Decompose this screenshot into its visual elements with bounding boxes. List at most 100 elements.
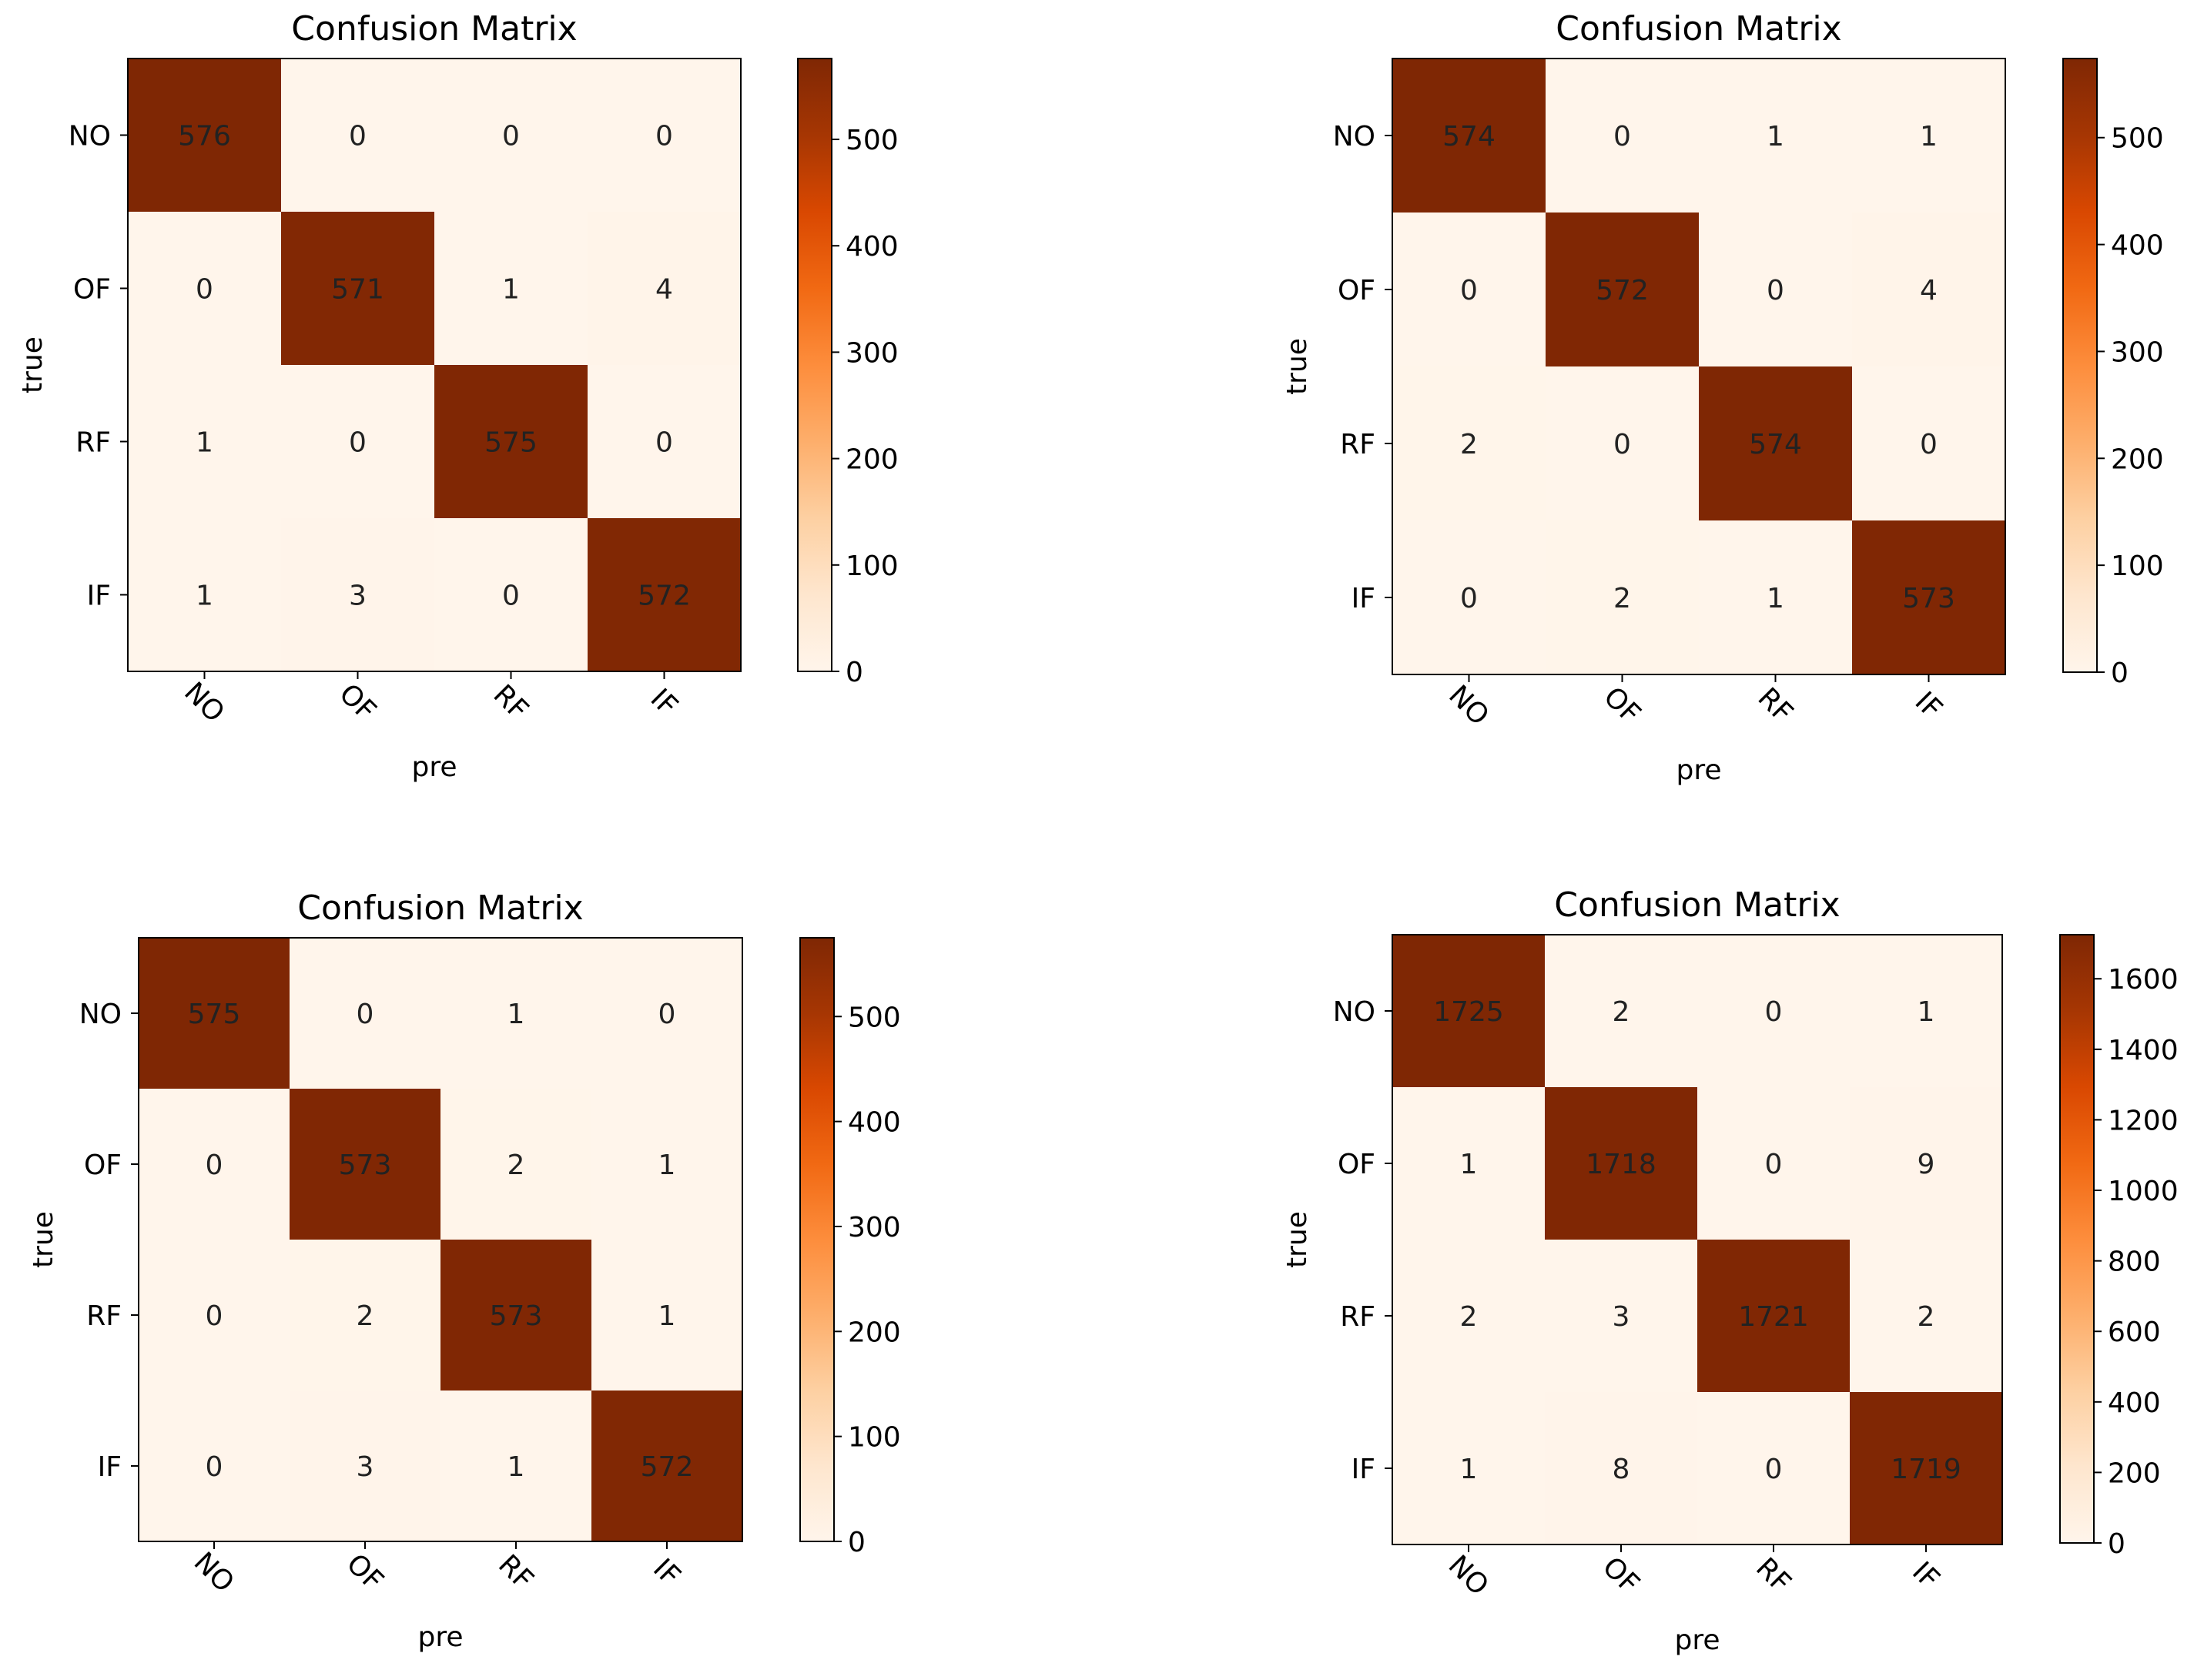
plot-frame (1392, 934, 2003, 1545)
colorbar-tick-label: 500 (2111, 123, 2164, 155)
cell-value-label: 1719 (1891, 1454, 1961, 1485)
matrix-cell (1545, 1087, 1697, 1240)
matrix-cell (1850, 1392, 2002, 1544)
matrix-cell (434, 365, 588, 518)
colorbar-frame (2062, 58, 2098, 673)
matrix-cell (1699, 366, 1852, 520)
cell-value-label: 9 (1918, 1149, 1935, 1180)
matrix-cell (290, 1240, 440, 1391)
colorbar-tick-label: 300 (846, 337, 899, 369)
cell-value-label: 0 (206, 1451, 223, 1483)
x-tick-label: RF (492, 1549, 539, 1596)
cell-value-label: 575 (188, 999, 241, 1030)
plot-frame (138, 937, 743, 1542)
cell-value-label: 0 (502, 121, 520, 152)
matrix-cell (1852, 520, 2005, 674)
cell-value-label: 1718 (1586, 1149, 1656, 1180)
cell-value-label: 1 (1767, 121, 1784, 152)
colorbar-tick-label: 400 (848, 1107, 901, 1139)
cell-value-label: 0 (196, 274, 213, 306)
matrix-cell (440, 1240, 591, 1391)
colorbar-tick-label: 1200 (2108, 1105, 2179, 1136)
cell-value-label: 1 (1920, 121, 1938, 152)
cell-value-label: 0 (1765, 996, 1783, 1028)
cell-value-label: 573 (339, 1150, 392, 1181)
cell-value-label: 0 (655, 121, 673, 152)
chart-title: Confusion Matrix (1554, 885, 1840, 925)
matrix-cell (1699, 213, 1852, 366)
y-tick-label: NO (79, 999, 122, 1030)
colorbar-gradient (2060, 935, 2094, 1543)
confusion-matrix-panel-1: Confusion Matrix 576 0 0 0 0 571 1 4 1 0 575 0 1 3 0 572… (17, 9, 899, 783)
cell-value-label: 1 (658, 1150, 676, 1181)
colorbar-tick-label: 300 (2111, 336, 2164, 368)
cell-value-label: 3 (357, 1451, 374, 1483)
matrix-cell (440, 938, 591, 1089)
y-tick-label: OF (73, 274, 111, 306)
cell-value-label: 2 (1460, 429, 1478, 460)
colorbar-tick-label: 0 (2111, 658, 2129, 689)
y-tick-label: IF (98, 1451, 122, 1483)
y-tick-label: IF (1352, 1454, 1375, 1485)
confusion-matrix-panel-2: Confusion Matrix 574 0 1 1 0 572 0 4 2 0 574 0 0 2 1 573… (1281, 9, 2164, 786)
colorbar-tick-label: 1000 (2108, 1176, 2179, 1207)
matrix-cell (1699, 59, 1852, 213)
x-tick-label: NO (188, 1546, 240, 1598)
matrix-cell (434, 59, 588, 212)
matrix-cell (588, 212, 741, 365)
matrix-cell (281, 212, 434, 365)
y-axis-label: true (1281, 1211, 1313, 1268)
cell-value-label: 4 (655, 274, 673, 306)
matrix-cell (1545, 935, 1697, 1087)
x-tick-label: RF (1751, 682, 1798, 729)
x-tick-label: RF (1750, 1552, 1797, 1599)
x-tick-label: NO (178, 676, 230, 728)
matrix-cell (434, 518, 588, 671)
cell-value-label: 574 (1442, 121, 1496, 152)
cell-value-label: 572 (1596, 275, 1649, 306)
x-tick-label: IF (647, 1553, 686, 1592)
cell-value-label: 573 (1902, 583, 1955, 614)
cell-value-label: 0 (1460, 275, 1478, 306)
plot-frame (127, 58, 742, 672)
cell-value-label: 1 (1460, 1454, 1478, 1485)
y-tick-label: OF (1338, 275, 1375, 306)
plot-frame (1392, 58, 2006, 675)
matrix-cell (1546, 59, 1699, 213)
cell-value-label: 0 (349, 427, 367, 459)
cell-value-label: 1 (507, 999, 525, 1030)
colorbar-tick-label: 0 (846, 657, 863, 688)
x-tick-label: NO (1442, 1549, 1495, 1601)
matrix-cell (1850, 935, 2002, 1087)
cell-value-label: 8 (1613, 1454, 1630, 1485)
colorbar-frame (2059, 934, 2095, 1544)
cell-value-label: 2 (357, 1300, 374, 1332)
cell-value-label: 1 (507, 1451, 525, 1483)
colorbar-tick-label: 100 (846, 551, 899, 582)
matrix-cell (1852, 59, 2005, 213)
cell-value-label: 0 (502, 581, 520, 612)
y-tick-label: IF (1352, 583, 1375, 614)
cell-value-label: 0 (658, 999, 676, 1030)
x-axis-label: pre (411, 751, 457, 783)
matrix-cell (139, 1240, 290, 1391)
matrix-cell (1850, 1087, 2002, 1240)
matrix-cell (1392, 213, 1546, 366)
matrix-cell (128, 518, 281, 671)
cell-value-label: 571 (331, 274, 384, 306)
chart-title: Confusion Matrix (291, 9, 577, 49)
colorbar-tick-label: 500 (846, 125, 899, 156)
y-axis-label: true (17, 336, 49, 393)
matrix-cell (1392, 366, 1546, 520)
y-axis-label: true (28, 1211, 59, 1268)
colorbar-frame (799, 937, 835, 1542)
colorbar-tick-label: 600 (2108, 1317, 2161, 1348)
cell-value-label: 4 (1920, 275, 1938, 306)
cell-value-label: 0 (1767, 275, 1784, 306)
matrix-cell (440, 1391, 591, 1541)
cell-value-label: 0 (1765, 1149, 1783, 1180)
cell-value-label: 572 (641, 1451, 694, 1483)
cell-value-label: 2 (507, 1150, 525, 1181)
